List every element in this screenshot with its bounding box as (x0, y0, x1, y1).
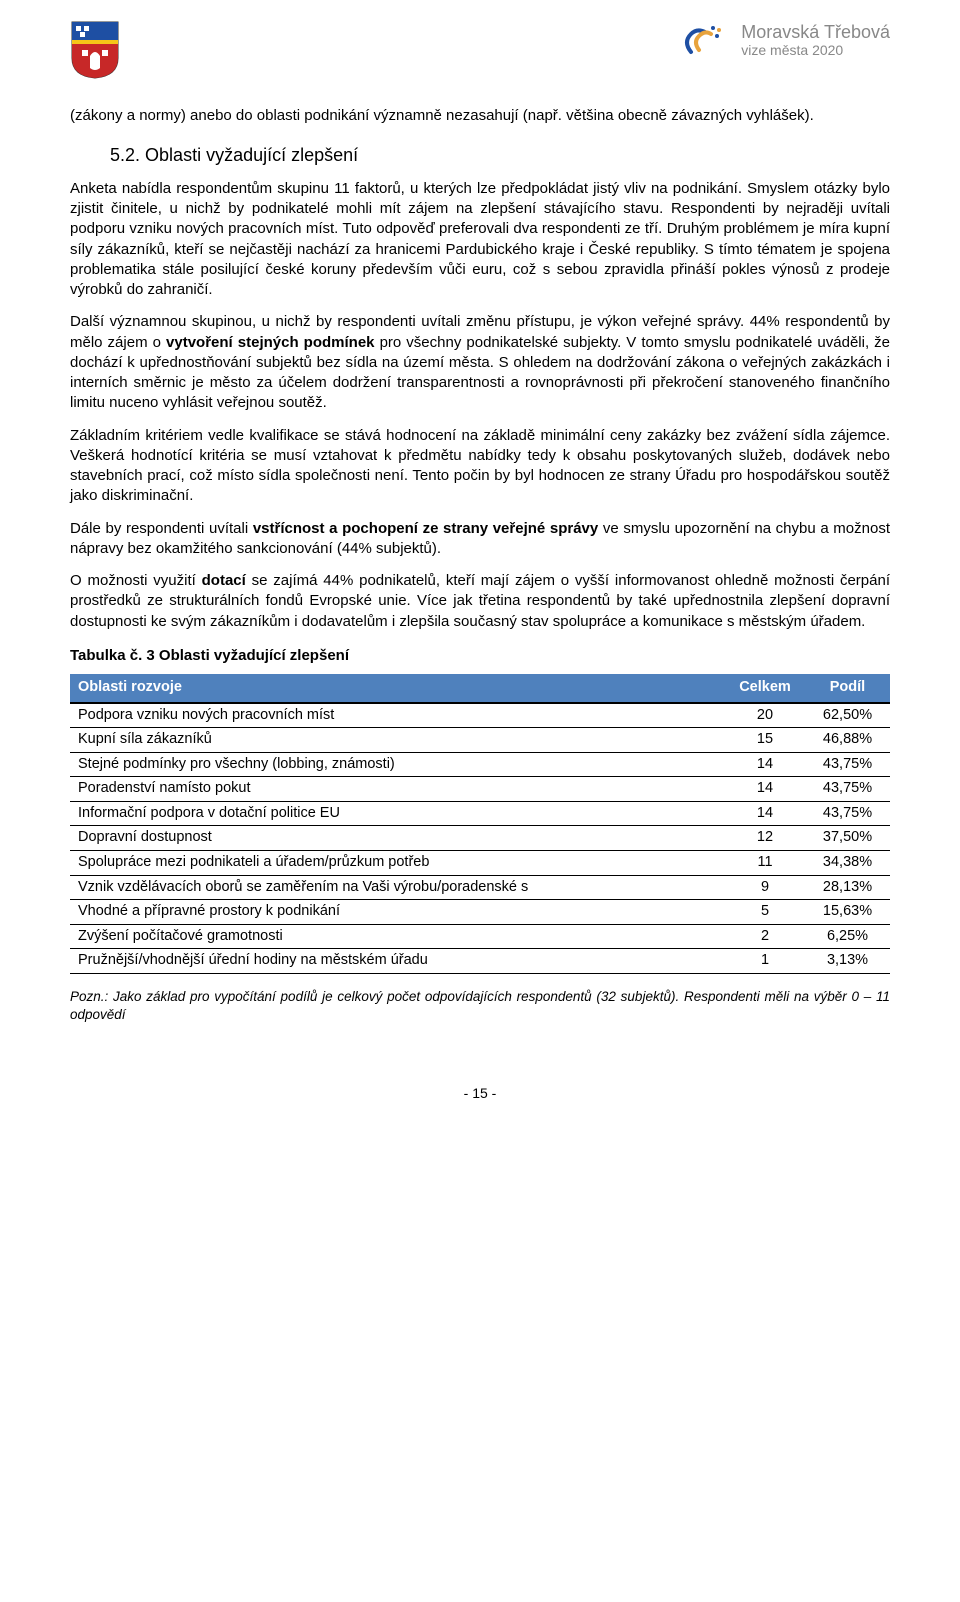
table-cell: 15,63% (805, 900, 890, 925)
col-header-celkem: Celkem (725, 674, 805, 703)
table-cell: Vznik vzdělávacích oborů se zaměřením na… (70, 875, 725, 900)
p5-bold: dotací (202, 572, 246, 589)
table-row: Vznik vzdělávacích oborů se zaměřením na… (70, 875, 890, 900)
table-cell: 20 (725, 703, 805, 728)
table-cell: 1 (725, 949, 805, 974)
brand-sub: vize města 2020 (741, 42, 890, 58)
paragraph-1: Anketa nabídla respondentům skupinu 11 f… (70, 179, 890, 301)
table-cell: 14 (725, 752, 805, 777)
section-heading: 5.2. Oblasti vyžadující zlepšení (110, 143, 890, 167)
intro-paragraph: (zákony a normy) anebo do oblasti podnik… (70, 106, 890, 126)
table-cell: 11 (725, 850, 805, 875)
table-row: Kupní síla zákazníků1546,88% (70, 728, 890, 753)
table-body: Podpora vzniku nových pracovních míst206… (70, 703, 890, 974)
section-number: 5.2. (110, 145, 140, 165)
brand-logo: Moravská Třebová vize města 2020 (683, 20, 890, 60)
table-cell: Spolupráce mezi podnikateli a úřadem/prů… (70, 850, 725, 875)
table-cell: Podpora vzniku nových pracovních míst (70, 703, 725, 728)
p5-pre: O možnosti využití (70, 572, 202, 589)
table-cell: Informační podpora v dotační politice EU (70, 801, 725, 826)
table-cell: 37,50% (805, 826, 890, 851)
table-cell: 5 (725, 900, 805, 925)
swirl-icon (683, 20, 733, 60)
table-cell: Stejné podmínky pro všechny (lobbing, zn… (70, 752, 725, 777)
p2-bold: vytvoření stejných podmínek (166, 334, 375, 351)
table-note: Pozn.: Jako základ pro vypočítání podílů… (70, 988, 890, 1024)
table-cell: Kupní síla zákazníků (70, 728, 725, 753)
table-cell: 6,25% (805, 924, 890, 949)
table-cell: 14 (725, 801, 805, 826)
p4-bold: vstřícnost a pochopení ze strany veřejné… (253, 520, 598, 537)
table-cell: 15 (725, 728, 805, 753)
table-row: Stejné podmínky pro všechny (lobbing, zn… (70, 752, 890, 777)
table-cell: 43,75% (805, 801, 890, 826)
page-header: Moravská Třebová vize města 2020 (70, 20, 890, 86)
paragraph-5: O možnosti využití dotací se zajímá 44% … (70, 571, 890, 632)
table-cell: 12 (725, 826, 805, 851)
table-cell: 43,75% (805, 752, 890, 777)
col-header-oblasti: Oblasti rozvoje (70, 674, 725, 703)
table-cell: 62,50% (805, 703, 890, 728)
page-number: - 15 - (70, 1084, 890, 1103)
table-cell: 14 (725, 777, 805, 802)
table-cell: Vhodné a přípravné prostory k podnikání (70, 900, 725, 925)
table-row: Informační podpora v dotační politice EU… (70, 801, 890, 826)
p4-pre: Dále by respondenti uvítali (70, 520, 253, 537)
table-cell: 34,38% (805, 850, 890, 875)
table-cell: Pružnější/vhodnější úřední hodiny na měs… (70, 949, 725, 974)
paragraph-2: Další významnou skupinou, u nichž by res… (70, 312, 890, 413)
paragraph-4: Dále by respondenti uvítali vstřícnost a… (70, 519, 890, 560)
table-cell: 9 (725, 875, 805, 900)
shield-icon (70, 20, 120, 86)
table-header-row: Oblasti rozvoje Celkem Podíl (70, 674, 890, 703)
brand-top: Moravská Třebová (741, 22, 890, 43)
table-title: Tabulka č. 3 Oblasti vyžadující zlepšení (70, 646, 890, 666)
table-row: Zvýšení počítačové gramotnosti26,25% (70, 924, 890, 949)
table-row: Poradenství namísto pokut1443,75% (70, 777, 890, 802)
table-cell: 2 (725, 924, 805, 949)
table-row: Spolupráce mezi podnikateli a úřadem/prů… (70, 850, 890, 875)
col-header-podil: Podíl (805, 674, 890, 703)
paragraph-3: Základním kritériem vedle kvalifikace se… (70, 426, 890, 507)
improvement-table: Oblasti rozvoje Celkem Podíl Podpora vzn… (70, 674, 890, 974)
table-cell: Poradenství namísto pokut (70, 777, 725, 802)
table-row: Dopravní dostupnost1237,50% (70, 826, 890, 851)
table-row: Vhodné a přípravné prostory k podnikání5… (70, 900, 890, 925)
table-row: Pružnější/vhodnější úřední hodiny na měs… (70, 949, 890, 974)
table-cell: 3,13% (805, 949, 890, 974)
table-cell: 28,13% (805, 875, 890, 900)
table-cell: 46,88% (805, 728, 890, 753)
table-cell: 43,75% (805, 777, 890, 802)
table-row: Podpora vzniku nových pracovních míst206… (70, 703, 890, 728)
table-cell: Zvýšení počítačové gramotnosti (70, 924, 725, 949)
table-cell: Dopravní dostupnost (70, 826, 725, 851)
brand-text: Moravská Třebová vize města 2020 (741, 22, 890, 59)
section-title: Oblasti vyžadující zlepšení (145, 145, 358, 165)
